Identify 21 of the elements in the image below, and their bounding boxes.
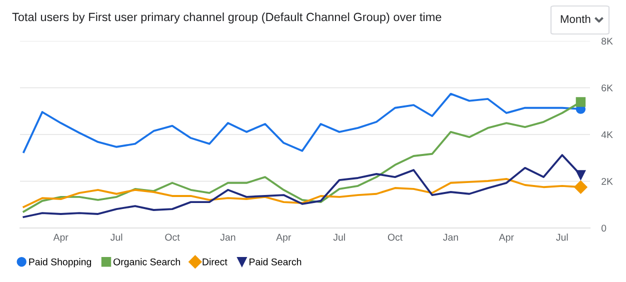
x-tick-label: Apr <box>53 234 68 243</box>
y-tick-label: 0 <box>601 224 606 232</box>
legend-label: Paid Shopping <box>29 258 92 268</box>
x-tick-label: Oct <box>388 234 403 241</box>
legend-label: Direct <box>202 258 228 266</box>
text: Month <box>560 14 590 23</box>
x-tick-label: Oct <box>165 234 180 241</box>
y-tick-label: 2K <box>602 178 613 185</box>
y-tick-label: 6K <box>602 84 613 92</box>
x-tick-label: Jul <box>556 234 568 241</box>
x-tick-label: Jul <box>110 234 122 241</box>
x-tick-label: Jul <box>333 234 345 241</box>
legend-label: Paid Search <box>250 258 302 266</box>
legend-label: Organic Search <box>114 258 180 268</box>
y-tick-label: 4K <box>601 131 613 138</box>
chart-title: Total users by First user primary channel group (Default Channel Group) over time <box>12 12 442 24</box>
x-tick-label: Apr <box>498 234 514 243</box>
y-tick-label: 8K <box>602 38 613 45</box>
x-tick-label: Jan <box>220 234 236 241</box>
x-tick-label: Jan <box>443 234 458 241</box>
x-tick-label: Apr <box>276 234 292 243</box>
